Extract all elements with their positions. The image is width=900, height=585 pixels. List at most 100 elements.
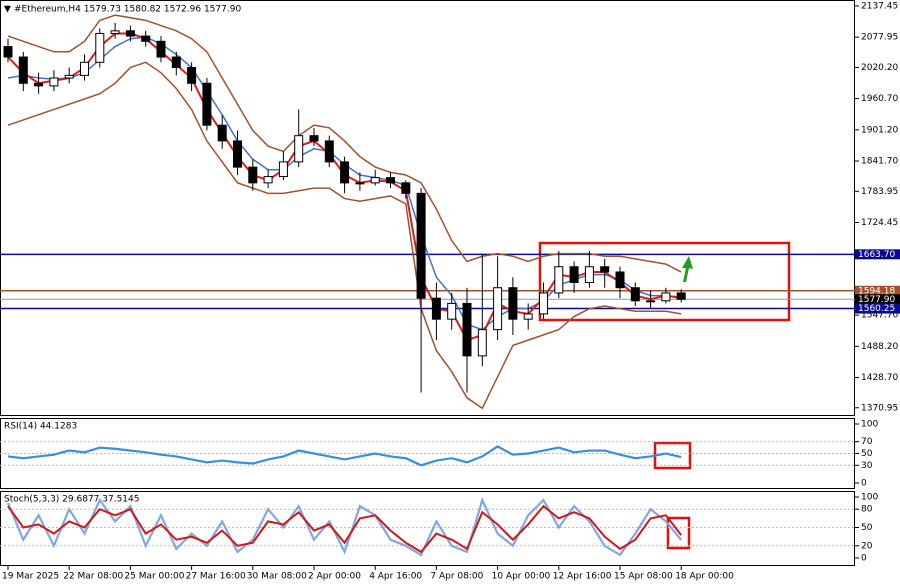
- x-tick-label: 12 Apr 16:00: [553, 572, 612, 582]
- candle-body: [248, 166, 258, 184]
- y-tick-label: 1783.95: [861, 187, 898, 197]
- x-tick-label: 15 Apr 08:00: [614, 572, 673, 582]
- price-label: 1594.18: [858, 286, 895, 296]
- x-tick-label: 25 Mar 00:00: [124, 572, 184, 582]
- x-tick-label: 30 Mar 08:00: [247, 572, 307, 582]
- y-tick-label: 1841.70: [861, 157, 898, 167]
- y-tick-label: 1370.95: [861, 403, 898, 413]
- candle-body: [584, 266, 594, 283]
- candle-body: [493, 287, 503, 331]
- stoch-box: [666, 516, 691, 550]
- candle-body: [569, 266, 579, 283]
- candle-body: [156, 40, 166, 58]
- x-tick-label: 4 Apr 16:00: [369, 572, 422, 582]
- candle-body: [386, 177, 395, 184]
- price-label: 1663.70: [858, 250, 895, 260]
- candle-body: [508, 287, 518, 320]
- candle-body: [64, 74, 74, 79]
- candle-body: [171, 56, 181, 69]
- x-tick-label: 27 Mar 16:00: [186, 572, 246, 582]
- x-tick-label: 19 Mar 2025: [2, 572, 59, 582]
- y-tick-label: 50: [861, 449, 873, 459]
- rsi-title: RSI(14) 44.1283: [4, 422, 77, 432]
- candle-body: [401, 182, 411, 194]
- y-tick-label: 50: [861, 523, 873, 533]
- y-tick-label: 1960.70: [861, 94, 898, 104]
- y-tick-label: 1428.70: [861, 373, 898, 383]
- x-tick-label: 18 Apr 00:00: [675, 572, 734, 582]
- y-tick-label: 1901.20: [861, 125, 898, 135]
- candle-body: [676, 292, 686, 300]
- indicator-line: [7, 61, 682, 410]
- candle-body: [34, 82, 44, 87]
- x-tick-label: 10 Apr 00:00: [492, 572, 551, 582]
- y-tick-label: 1724.45: [861, 218, 898, 228]
- price-label-box: [855, 303, 900, 314]
- oscillator-line: [7, 504, 682, 554]
- candle-body: [370, 177, 380, 184]
- candle-body: [615, 271, 625, 289]
- stoch-panel: [0, 491, 855, 566]
- candle-body: [202, 82, 212, 126]
- y-tick-label: 1547.70: [861, 311, 898, 321]
- candle-body: [187, 67, 197, 84]
- candle-body: [523, 313, 533, 320]
- candle-body: [554, 266, 564, 294]
- candle-body: [3, 46, 13, 58]
- oscillator-line: [7, 445, 682, 467]
- indicator-line: [7, 14, 682, 273]
- y-tick-label: 80: [861, 505, 873, 515]
- candle-body: [431, 297, 441, 320]
- candle-body: [355, 182, 365, 185]
- candle-body: [324, 140, 334, 163]
- price-label-box: [855, 285, 900, 296]
- candle-body: [263, 176, 273, 184]
- candle-body: [80, 61, 89, 76]
- candle-body: [217, 124, 227, 142]
- y-tick-label: 1488.20: [861, 342, 898, 352]
- candle-body: [661, 292, 671, 302]
- y-tick-label: 20: [861, 541, 873, 551]
- candle-body: [646, 300, 656, 303]
- candle-body: [110, 30, 120, 34]
- candle-body: [447, 302, 457, 320]
- candle-body: [477, 329, 487, 357]
- candle-body: [278, 161, 288, 178]
- candle-body: [49, 77, 59, 87]
- candle-body: [294, 135, 304, 163]
- candle-body: [309, 135, 319, 142]
- price-label-box: [855, 294, 900, 305]
- range-box: [538, 241, 791, 322]
- chart-title: #Ethereum,H4 1579.73 1580.82 1572.96 157…: [14, 5, 241, 15]
- x-tick-label: 7 Apr 08:00: [430, 572, 483, 582]
- candle-body: [600, 266, 610, 273]
- y-tick-label: 100: [861, 420, 878, 430]
- candle-body: [462, 302, 472, 357]
- y-tick-label: 100: [861, 493, 878, 503]
- x-tick-label: 22 Mar 08:00: [63, 572, 123, 582]
- candle-body: [416, 192, 426, 299]
- candle-body: [539, 292, 548, 315]
- candle-body: [141, 35, 151, 42]
- y-tick-label: 30: [861, 461, 873, 471]
- y-tick-label: 2137.45: [861, 1, 898, 11]
- y-tick-label: 70: [861, 437, 873, 447]
- main-panel: [0, 0, 855, 416]
- candle-body: [95, 32, 105, 63]
- price-label-box: [855, 249, 900, 260]
- candle-body: [340, 161, 350, 184]
- y-tick-label: 2077.95: [861, 33, 898, 43]
- stoch-title: Stoch(5,3,3) 29.6877 37.5145: [4, 495, 139, 505]
- y-tick-label: 0: [861, 479, 867, 489]
- price-label: 1577.90: [858, 295, 895, 305]
- title-arrow: ▼: [4, 5, 11, 15]
- candle-body: [125, 30, 135, 37]
- candle-body: [630, 287, 640, 302]
- x-tick-label: 2 Apr 00:00: [308, 572, 361, 582]
- candle-body: [233, 140, 242, 168]
- y-tick-label: 2020.20: [861, 63, 898, 73]
- y-tick-label: 0: [861, 554, 867, 564]
- price-label: 1560.25: [858, 304, 895, 314]
- candle-body: [18, 56, 28, 84]
